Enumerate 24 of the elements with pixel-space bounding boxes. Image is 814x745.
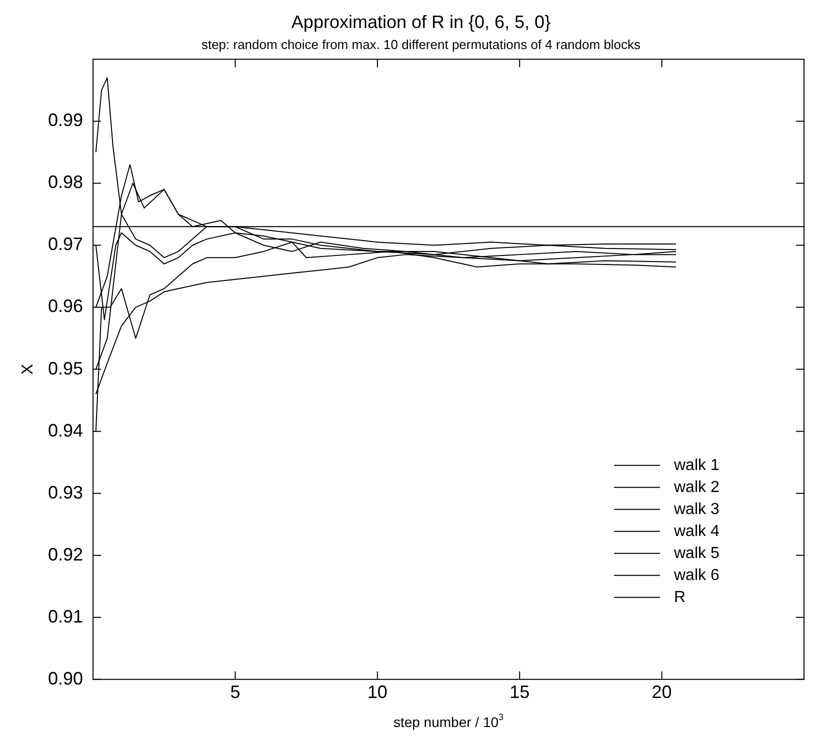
y-tick-label: 0.96 [48, 296, 84, 316]
y-tick-label: 0.92 [48, 544, 84, 564]
x-tick-label: 20 [652, 682, 672, 702]
chart-subtitle: step: random choice from max. 10 different permutations of 4 random blocks [201, 36, 642, 52]
x-tick-label: 5 [230, 682, 240, 702]
y-tick-label: 0.95 [48, 358, 84, 378]
y-tick-label: 0.98 [48, 172, 84, 192]
chart-title: Approximation of R in {0, 6, 5, 0} [291, 12, 551, 32]
y-tick-label: 0.90 [48, 668, 84, 688]
y-tick-label: 0.94 [48, 420, 84, 440]
legend-label: walk 5 [673, 544, 720, 562]
y-axis-title: X [19, 364, 36, 375]
legend-label: walk 6 [673, 566, 720, 584]
y-tick-label: 0.91 [48, 606, 84, 626]
y-tick-label: 0.99 [48, 110, 84, 130]
legend-label: R [674, 588, 686, 606]
y-tick-label: 0.97 [48, 234, 84, 254]
legend-label: walk 3 [673, 500, 720, 518]
x-tick-label: 10 [367, 682, 388, 702]
x-tick-label: 15 [510, 682, 530, 702]
legend-label: walk 2 [673, 478, 720, 496]
y-tick-label: 0.93 [48, 482, 84, 502]
legend-label: walk 4 [673, 522, 720, 540]
legend-label: walk 1 [673, 456, 720, 474]
